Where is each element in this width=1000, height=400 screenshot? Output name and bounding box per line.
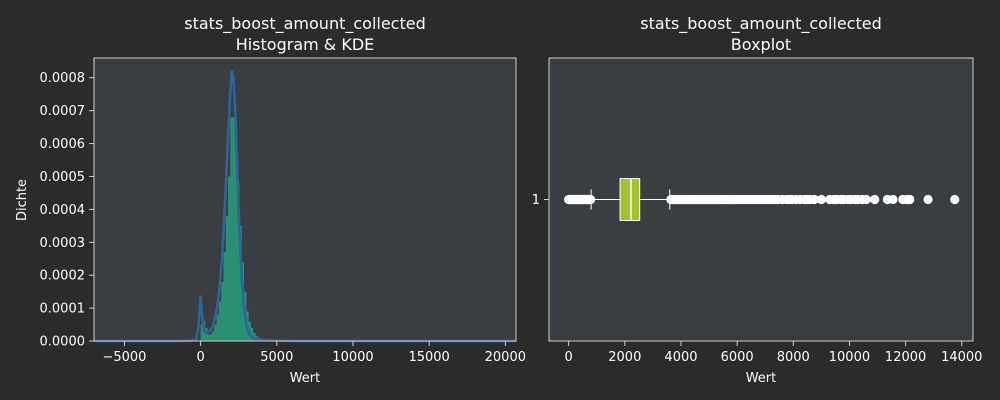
hist-y-axis-label: Dichte [15,179,30,221]
box-y-ticks: 1 [532,193,549,208]
box-outlier-point [950,194,960,205]
hist-bar [200,324,203,341]
box-x-tick-label: 8000 [777,350,810,365]
hist-bar [230,117,233,341]
hist-x-tick-label: 10000 [332,350,373,365]
hist-bar [205,327,208,341]
hist-bar [248,321,251,341]
hist-bar [216,314,219,341]
box-outlier-point [923,194,933,205]
hist-bar [228,176,231,341]
hist-x-tick-label: 0 [197,350,205,365]
hist-frame [93,57,517,342]
hist-y-tick-label: 0.0001 [40,302,86,317]
hist-title-line-1: stats_boost_amount_collected [184,14,426,34]
hist-bar [239,225,242,341]
box-x-tick-label: 14000 [941,350,982,365]
hist-bar [225,215,229,341]
hist-bars [200,117,293,341]
box-title-line-1: stats_boost_amount_collected [640,14,882,34]
hist-x-axis-label: Wert [290,371,321,386]
box-x-ticks: 0 2000 4000 6000 8000 10000 12000 14000 [565,341,982,365]
box-x-tick-label: 12000 [885,350,926,365]
hist-bar [209,334,213,341]
hist-y-tick-label: 0.0008 [40,71,86,86]
hist-y-tick-label: 0.0005 [40,170,86,185]
hist-y-tick-label: 0.0006 [40,137,86,152]
hist-bar [250,327,254,341]
hist-x-tick-label: −5000 [102,350,146,365]
box-x-tick-label: 2000 [608,350,641,365]
box-iqr [619,178,641,221]
box-title-line-2: Boxplot [731,35,791,54]
hist-x-ticks: −5000 0 5000 10000 15000 20000 [102,341,526,365]
hist-x-tick-label: 5000 [260,350,293,365]
hist-bar [232,117,235,341]
hist-y-tick-label: 0.0000 [40,335,86,350]
hist-y-tick-label: 0.0007 [40,104,86,119]
boxplot-chart: stats_boost_amount_collected Boxplot 0 20… [532,14,983,386]
box-outlier-point [816,194,826,205]
hist-bar [237,183,240,341]
hist-title-line-2: Histogram & KDE [236,35,375,54]
hist-y-ticks: 0.0000 0.0001 0.0002 0.0003 0.0004 0.0005 0.00… [40,71,94,350]
hist-y-tick-label: 0.0003 [40,236,86,251]
histogram-chart: stats_boost_amount_collected Histogram &… [15,14,526,386]
hist-x-tick-label: 15000 [408,350,449,365]
hist-bar [212,331,215,341]
hist-y-tick-label: 0.0002 [40,269,86,284]
box-outlier-point [905,194,915,205]
box-x-tick-label: 0 [565,350,573,365]
box-marks [564,178,960,221]
hist-bar [214,324,217,341]
kde-curve [94,69,516,343]
box-outlier-point [861,194,871,205]
hist-y-tick-label: 0.0004 [40,203,86,218]
box-outlier-point [585,194,596,205]
box-y-tick-label: 1 [532,193,540,208]
hist-bar [234,143,238,341]
hist-bar [221,281,224,341]
hist-bar [253,332,256,341]
box-x-tick-label: 6000 [721,350,754,365]
box-outlier-point [870,194,880,205]
box-x-tick-label: 10000 [829,350,870,365]
box-x-tick-label: 4000 [664,350,697,365]
hist-bar [218,301,222,341]
box-x-axis-label: Wert [746,371,777,386]
hist-plot-area [94,58,516,341]
hist-bar [223,252,226,341]
box-outlier-point [888,194,898,205]
box-outlier-point [809,194,819,205]
hist-x-tick-label: 20000 [485,350,526,365]
hist-bar [207,334,210,341]
